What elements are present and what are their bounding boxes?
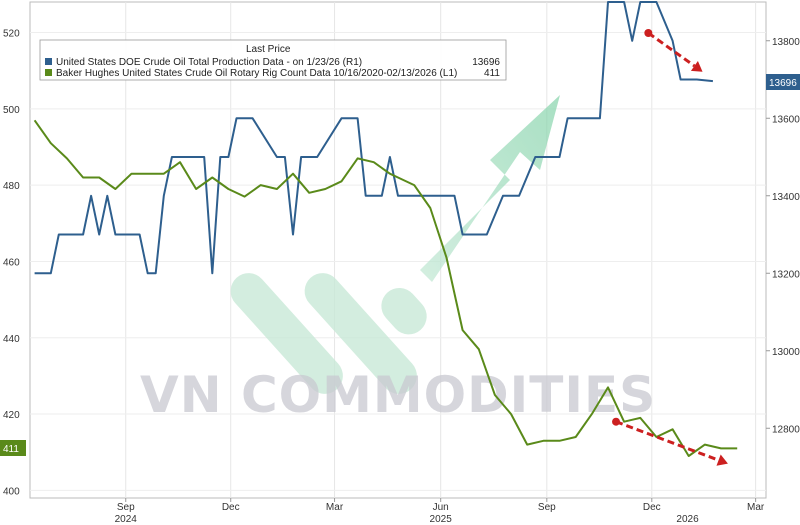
badge-right-value: 13696 bbox=[769, 78, 797, 89]
badge-left-value: 411 bbox=[3, 444, 19, 455]
left-tick-label-3: 460 bbox=[3, 257, 20, 268]
right-tick-label-4: 13600 bbox=[772, 114, 800, 125]
x-year-label-0: 2024 bbox=[115, 514, 138, 525]
x-month-label-6: Mar bbox=[747, 502, 765, 513]
legend-last-rigcount: 411 bbox=[484, 68, 500, 79]
x-month-label-4: Sep bbox=[538, 502, 556, 513]
right-axis: 12800 13000 13200 13400 13600 13800 bbox=[766, 37, 800, 435]
badge-left: 411 bbox=[0, 440, 26, 456]
left-tick-label-6: 520 bbox=[3, 29, 20, 40]
series-layer bbox=[33, 1, 738, 457]
legend-box bbox=[39, 39, 507, 81]
annotation-line-1 bbox=[615, 420, 720, 462]
left-tick-label-0: 400 bbox=[3, 486, 20, 497]
x-year-label-1: 2025 bbox=[430, 514, 453, 525]
right-tick-label-1: 13000 bbox=[772, 347, 800, 358]
x-year-label-2: 2026 bbox=[676, 514, 699, 525]
annotation-layer bbox=[612, 29, 728, 466]
annotation-arrowhead-0 bbox=[690, 61, 703, 72]
legend-last-production: 13696 bbox=[472, 57, 500, 68]
watermark-arrow bbox=[420, 95, 560, 282]
x-axis: Sep Dec Mar Jun Sep Dec Mar 2024 2025 2026 bbox=[115, 498, 765, 525]
legend-title: Last Price bbox=[246, 44, 291, 55]
right-tick-label-5: 13800 bbox=[772, 37, 800, 48]
left-tick-label-5: 500 bbox=[3, 105, 20, 116]
left-tick-label-1: 420 bbox=[3, 410, 20, 421]
right-tick-label-3: 13400 bbox=[772, 192, 800, 203]
gridlines bbox=[30, 2, 766, 498]
x-month-label-1: Dec bbox=[222, 502, 240, 513]
annotation-arrowhead-1 bbox=[716, 454, 728, 466]
series-line-0 bbox=[34, 1, 713, 275]
watermark-logo bbox=[230, 95, 560, 394]
left-tick-label-4: 480 bbox=[3, 181, 20, 192]
right-tick-label-0: 12800 bbox=[772, 424, 800, 435]
right-tick-label-2: 13200 bbox=[772, 269, 800, 280]
series-line-1 bbox=[33, 119, 738, 457]
left-axis: 400 420 440 460 480 500 520 bbox=[3, 29, 20, 498]
plot-frame bbox=[29, 1, 767, 499]
legend-entry-rigcount: Baker Hughes United States Crude Oil Rot… bbox=[56, 68, 457, 79]
left-tick-label-2: 440 bbox=[3, 334, 20, 345]
legend: Last Price United States DOE Crude Oil T… bbox=[39, 39, 507, 81]
legend-swatch-production bbox=[45, 58, 52, 65]
x-month-label-5: Dec bbox=[643, 502, 661, 513]
x-month-label-0: Sep bbox=[117, 502, 135, 513]
x-month-label-3: Jun bbox=[433, 502, 449, 513]
watermark-text: VN COMMODITIES bbox=[140, 366, 656, 424]
legend-entry-production: United States DOE Crude Oil Total Produc… bbox=[56, 57, 362, 68]
x-month-label-2: Mar bbox=[326, 502, 344, 513]
annotation-line-0 bbox=[647, 31, 696, 68]
badge-right: 13696 bbox=[766, 74, 800, 90]
legend-swatch-rigcount bbox=[45, 69, 52, 76]
